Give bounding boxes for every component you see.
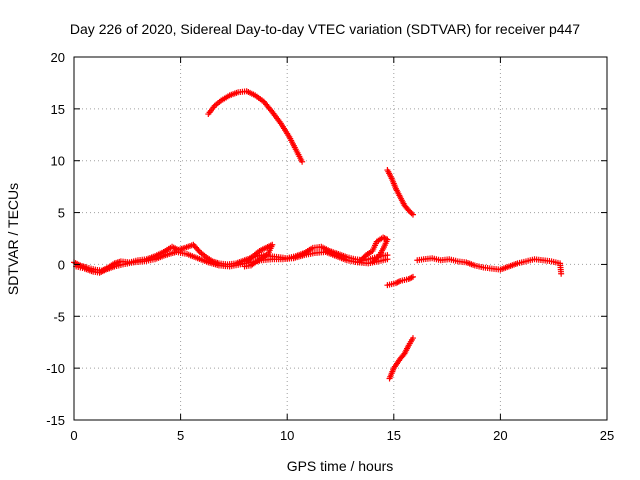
x-tick-label: 25: [600, 428, 614, 443]
x-tick-label: 15: [387, 428, 401, 443]
data-point: [370, 258, 377, 265]
chart-title: Day 226 of 2020, Sidereal Day-to-day VTE…: [70, 21, 580, 37]
x-tick-label: 5: [177, 428, 184, 443]
x-tick-label: 20: [493, 428, 507, 443]
data-layer: [71, 88, 565, 382]
y-tick-label: 10: [51, 154, 65, 169]
series-loop-13-14: [356, 234, 391, 266]
x-tick-label: 0: [70, 428, 77, 443]
data-point: [369, 259, 376, 266]
grid-lines: [74, 57, 607, 420]
data-point: [407, 275, 414, 282]
data-point: [409, 211, 416, 218]
data-point: [408, 210, 415, 217]
y-axis-label: SDTVAR / TECUs: [5, 183, 21, 295]
plot-frame: [73, 56, 608, 421]
y-tick-label: 20: [51, 50, 65, 65]
series-tail-16-23: [414, 255, 565, 277]
y-tick-label: -5: [53, 309, 65, 324]
x-tick-label: 10: [280, 428, 294, 443]
y-tick-label: 0: [58, 257, 65, 272]
series-loop-8-9: [241, 241, 276, 270]
data-point: [241, 263, 248, 270]
y-tick-label: 15: [51, 102, 65, 117]
data-point: [409, 335, 416, 342]
series-low-15-16: [386, 335, 416, 382]
y-tick-label: 5: [58, 206, 65, 221]
series-mid-15-16: [384, 273, 416, 289]
series-arc-6-11: [205, 88, 306, 165]
series-main-band-b: [73, 248, 391, 276]
data-point: [409, 273, 416, 280]
x-axis-label: GPS time / hours: [287, 458, 394, 474]
axis-ticks: 0 5 10 15 20 25 -15 -10 -5 0 5 10 15 20: [46, 50, 614, 443]
data-point: [299, 158, 306, 165]
data-point: [558, 270, 565, 277]
y-tick-label: -15: [46, 413, 65, 428]
data-point: [384, 256, 391, 263]
y-tick-label: -10: [46, 361, 65, 376]
series-drop-15-16: [384, 167, 416, 218]
